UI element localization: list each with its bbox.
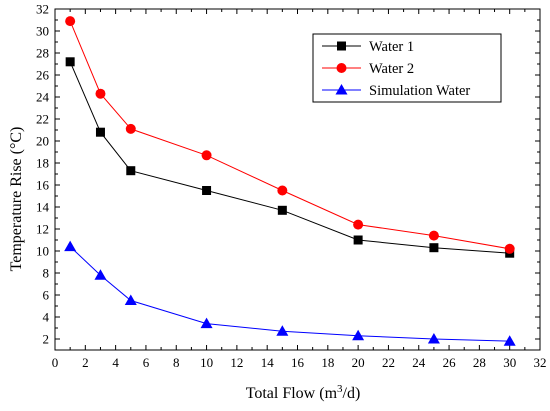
series-line-simulation-water [69,246,510,342]
y-tick-label: 24 [36,90,50,105]
data-point-simulation-water [503,335,516,346]
y-tick-label: 22 [36,112,49,127]
x-tick-label: 12 [230,355,243,370]
legend-label-water-2: Water 2 [369,61,414,77]
y-tick-label: 10 [36,244,49,259]
data-point-simulation-water [276,325,289,336]
y-tick-label: 14 [36,200,50,215]
data-point-water-1 [95,127,105,137]
data-point-water-1 [126,166,136,176]
x-tick-label: 18 [321,355,334,370]
series-line-water-2 [69,20,510,250]
x-axis-title-main: Total Flow (m [246,385,338,402]
legend: Water 1 Water 2 Simulation Water [312,33,502,103]
x-tick-label: 16 [291,355,305,370]
data-point-water-2 [353,219,364,230]
data-point-simulation-water [64,240,77,252]
data-point-water-1 [277,205,287,215]
data-point-simulation-water [352,329,365,341]
x-tick-label: 8 [173,355,180,370]
data-point-water-1 [202,186,212,195]
y-tick-label: 30 [36,24,49,39]
data-point-water-2 [504,243,515,254]
data-point-water-2 [95,88,106,99]
legend-marker-simulation-water [335,84,348,95]
series-markers [64,16,516,346]
x-tick-label: 22 [382,355,395,370]
data-point-water-2 [201,150,212,161]
x-axis-title-superscript: 3 [337,383,343,395]
data-point-water-2 [277,185,288,196]
x-tick-label: 24 [412,355,426,370]
data-point-water-1 [65,57,75,67]
y-tick-label: 16 [36,178,50,193]
x-axis-title: Total Flow (m3/d) [246,383,361,402]
data-point-water-2 [428,230,439,241]
tick-labels: 0 2 4 6 8 10 12 14 16 18 20 22 24 26 28 30 3224681012141… [36,2,547,371]
data-point-simulation-water [94,269,107,280]
y-tick-label: 26 [36,68,50,83]
y-tick-label: 28 [36,46,49,61]
y-tick-label: 2 [43,332,50,347]
plot-frame [54,8,541,351]
y-tick-label: 12 [36,222,49,237]
x-tick-label: 2 [82,355,89,370]
y-tick-label: 6 [43,288,50,303]
x-tick-label: 6 [143,355,150,370]
y-tick-label: 8 [43,266,50,281]
x-tick-label: 20 [352,355,365,370]
x-tick-label: 0 [52,355,59,370]
data-point-simulation-water [200,317,213,329]
legend-marker-water-1 [337,41,346,51]
x-tick-label: 30 [503,355,516,370]
y-tick-label: 20 [36,134,49,149]
y-tick-label: 32 [36,2,49,17]
x-axis-title-rest: /d) [343,385,361,402]
x-tick-label: 14 [261,355,275,370]
data-point-water-1 [429,243,439,253]
x-tick-label: 10 [200,355,213,370]
y-tick-label: 4 [43,310,50,325]
legend-label-simulation-water: Simulation Water [369,83,470,99]
x-tick-label: 32 [534,355,547,370]
data-point-water-2 [65,16,76,27]
series-line-water-1 [69,61,510,254]
y-axis-title: Temperature Rise (°C) [8,127,25,272]
legend-label-water-1: Water 1 [369,39,414,55]
x-tick-label: 4 [112,355,119,370]
data-point-simulation-water [124,294,137,305]
x-tick-label: 26 [443,355,457,370]
data-point-water-1 [353,235,363,245]
legend-marker-water-2 [336,63,347,73]
data-point-simulation-water [427,333,440,344]
y-tick-label: 18 [36,156,49,171]
data-point-water-2 [125,123,136,134]
x-tick-label: 28 [473,355,486,370]
